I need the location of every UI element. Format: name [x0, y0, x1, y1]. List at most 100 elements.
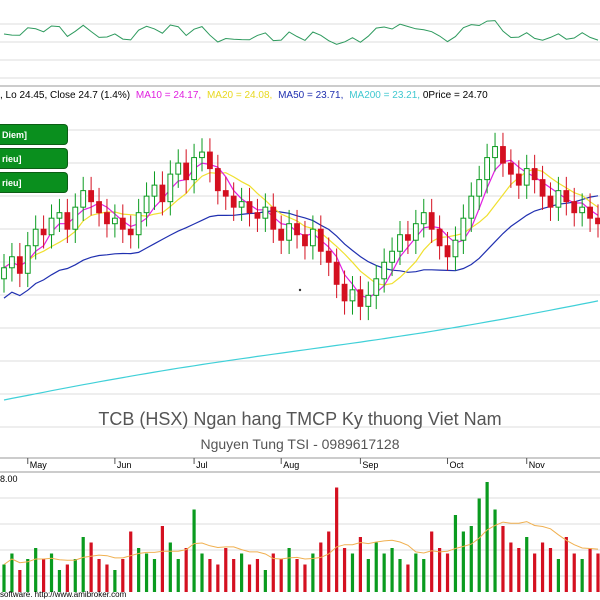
candle [286, 223, 293, 241]
volume-bar [422, 559, 426, 592]
volume-bar [342, 548, 347, 592]
candle [48, 217, 55, 236]
volume-bar [2, 564, 6, 592]
volume-bar [485, 482, 489, 592]
volume-bar [580, 559, 584, 592]
volume-bar [295, 559, 299, 592]
candle [500, 146, 506, 164]
overlay-button-2[interactable]: rieu] [0, 148, 68, 169]
volume-bar [540, 542, 545, 592]
volume-bar [224, 548, 228, 592]
month-label-may: May [30, 460, 48, 470]
candle [302, 234, 308, 247]
grid-lines [0, 23, 600, 577]
volume-bar [137, 548, 141, 592]
volume-bar [588, 548, 592, 592]
volume-bar [49, 553, 54, 592]
overlay-button-3[interactable]: rieu] [0, 172, 68, 193]
month-label-jun: Jun [117, 460, 132, 470]
volume-bar [327, 531, 331, 592]
volume-bar [501, 526, 505, 592]
candle [64, 212, 71, 230]
volume-bar [564, 537, 568, 592]
volume-bar [97, 559, 101, 592]
candle [444, 245, 451, 258]
volume-bar [192, 509, 196, 592]
month-label-nov: Nov [529, 460, 546, 470]
info-ma20: MA20 = 24.08, [207, 90, 272, 101]
volume-bar [208, 559, 212, 592]
volume-bar [121, 559, 125, 592]
volume-bar [596, 553, 600, 592]
volume-bar [382, 553, 386, 592]
volume-bar [477, 498, 481, 592]
overlay-button-1[interactable]: Diem] [0, 124, 68, 145]
candle [127, 228, 134, 236]
candle [230, 195, 237, 208]
candle [452, 239, 459, 258]
candle [507, 162, 514, 175]
candle [420, 212, 427, 225]
month-label-oct: Oct [450, 460, 465, 470]
candle [405, 234, 411, 241]
volume-ma-line [3, 521, 599, 565]
volume-bar [509, 542, 513, 592]
info-ma200: MA200 = 23.21, [349, 90, 420, 101]
candle [151, 184, 158, 197]
candle [515, 173, 522, 186]
footer-credit: software. http://www.amibroker.com [0, 590, 127, 599]
volume-bar [572, 553, 576, 592]
candle [587, 206, 593, 219]
volume-bar [390, 548, 394, 592]
volume-bar [255, 559, 260, 592]
candle [119, 217, 126, 230]
volume-bar [414, 553, 418, 592]
volume-bar [335, 487, 339, 592]
candle [214, 168, 221, 192]
volume-bar [430, 531, 434, 592]
candle [24, 245, 31, 274]
candle [349, 289, 356, 302]
candle [325, 250, 332, 263]
candle [357, 289, 364, 307]
month-axis: May Jun Jul Aug Sep Oct Nov [27, 458, 546, 470]
candle [143, 195, 150, 214]
volume-bar [34, 548, 38, 592]
info-oprice: 0Price = 24.70 [423, 90, 488, 101]
candle [333, 261, 340, 285]
volume-bar [517, 548, 521, 592]
volume-bar [42, 559, 46, 592]
volume-bar [184, 548, 188, 592]
volume-bar [398, 559, 402, 592]
candle [563, 190, 570, 203]
candle [262, 206, 269, 219]
candle [278, 228, 285, 241]
candle [16, 256, 23, 274]
chart-title: TCB (HSX) Ngan hang TMCP Ky thuong Viet … [98, 409, 501, 429]
volume-bar [453, 515, 458, 592]
volume-bar [18, 570, 22, 592]
candle [555, 190, 562, 208]
candle [317, 228, 324, 252]
volume-bar [406, 564, 410, 592]
volume-bar [216, 564, 220, 592]
volume-bar [10, 553, 14, 592]
candle [175, 162, 182, 175]
candle [104, 212, 110, 225]
volume-bar [160, 526, 164, 592]
info-price: , Lo 24.45, Close 24.7 (1.4%) [0, 90, 130, 101]
candle [412, 223, 419, 241]
volume-bar [152, 559, 157, 592]
candle [9, 256, 15, 269]
volume-bar [144, 553, 149, 592]
volume-bar [303, 564, 307, 592]
candle [365, 294, 372, 307]
candle [547, 195, 554, 208]
candle [254, 212, 261, 219]
candle [476, 179, 483, 197]
volume-bar [81, 537, 85, 592]
volume-bar [200, 553, 204, 592]
candle [80, 190, 87, 208]
candles [1, 132, 600, 321]
